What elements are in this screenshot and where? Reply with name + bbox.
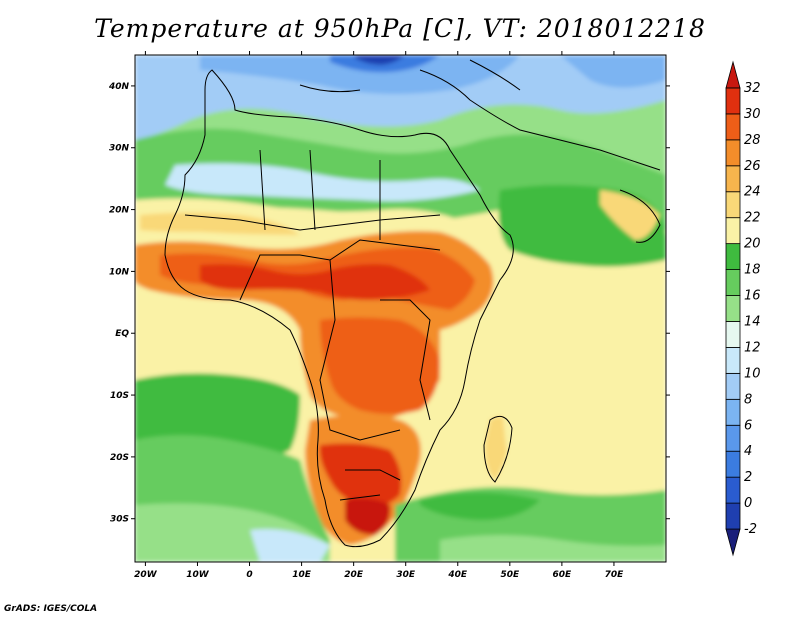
colorbar-swatch <box>725 243 741 270</box>
lat-tick-label: 30N <box>109 144 130 154</box>
colorbar-label: 4 <box>744 444 752 459</box>
plot-frame <box>134 54 667 563</box>
colorbar-swatch <box>725 372 741 400</box>
colorbar-swatch <box>725 476 741 504</box>
temperature-field <box>135 55 666 562</box>
lat-tick-label: 30S <box>110 515 129 525</box>
colorbar-swatch <box>725 321 741 348</box>
colorbar-swatch <box>725 217 741 245</box>
colorbar-label: 24 <box>744 185 761 200</box>
colorbar-label: 0 <box>744 496 752 511</box>
lon-tick-label: 10W <box>186 570 210 580</box>
lat-tick-label: EQ <box>115 329 129 339</box>
colorbar-label: 22 <box>744 211 761 226</box>
colorbar-top-triangle <box>725 60 741 89</box>
colorbar-swatch <box>725 165 741 193</box>
colorbar-swatch <box>725 450 741 478</box>
lat-tick-label: 10N <box>109 267 130 277</box>
grads-credit: GrADS: IGES/COLA <box>4 604 98 614</box>
lat-tick-label: 40N <box>108 82 130 92</box>
lon-tick-label: 30E <box>396 570 416 580</box>
colorbar-label: 2 <box>744 470 752 485</box>
colorbar-label: 12 <box>744 340 761 355</box>
colorbar-label: 30 <box>744 107 761 122</box>
colorbar-swatch <box>725 191 741 219</box>
colorbar-label: 8 <box>744 392 752 407</box>
map-title: Temperature at 950hPa [C], VT: 201801221… <box>94 14 706 43</box>
axis-ticks: 20W 10W 0 10E 20E 30E 40E 50E 60E 70E 40N 30N 20N 10N… <box>108 51 670 580</box>
colorbar-bottom-triangle <box>725 528 741 557</box>
lat-tick-label: 20S <box>110 453 129 463</box>
colorbar-label: 6 <box>744 418 752 433</box>
colorbar-swatch <box>725 502 741 530</box>
colorbar-label: 10 <box>744 366 761 381</box>
colorbar-swatch <box>725 87 741 115</box>
colorbar-swatch <box>725 347 741 374</box>
colorbar-swatch <box>725 295 741 322</box>
colorbar-label: 14 <box>744 314 761 329</box>
colorbar-label: 18 <box>744 263 761 278</box>
colorbar-label: 16 <box>744 289 761 304</box>
colorbar-label: 32 <box>744 81 761 96</box>
colorbar-swatch <box>725 139 741 167</box>
lon-tick-label: 20W <box>134 570 158 580</box>
lon-tick-label: 0 <box>246 570 252 580</box>
coastlines <box>164 59 661 548</box>
lon-tick-label: 40E <box>447 570 468 580</box>
lat-tick-label: 10S <box>110 391 129 401</box>
colorbar-label: 26 <box>744 159 761 174</box>
lon-tick-label: 10E <box>292 570 312 580</box>
lon-tick-label: 20E <box>344 570 364 580</box>
colorbar-label: 20 <box>744 237 761 252</box>
lon-tick-label: 60E <box>553 570 573 580</box>
colorbar-swatch <box>725 424 741 452</box>
lon-tick-label: 70E <box>605 570 625 580</box>
colorbar-swatch <box>725 269 741 296</box>
lat-tick-label: 20N <box>109 206 130 216</box>
lon-tick-label: 50E <box>500 570 520 580</box>
colorbar-swatch <box>725 113 741 141</box>
colorbar-label: 28 <box>744 133 761 148</box>
colorbar-swatch <box>725 398 741 426</box>
colorbar-label: -2 <box>744 522 757 537</box>
